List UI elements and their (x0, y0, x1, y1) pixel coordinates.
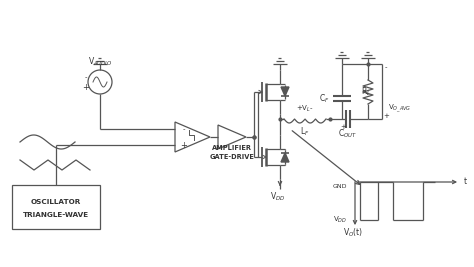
Text: -: - (85, 74, 87, 80)
Text: GND: GND (333, 183, 347, 189)
Text: +V$_L$-: +V$_L$- (296, 104, 314, 114)
Text: GATE-DRIVE: GATE-DRIVE (210, 154, 255, 160)
Polygon shape (281, 153, 289, 162)
Text: +: + (181, 140, 187, 150)
Bar (12, 185, 100, 229)
Text: AMPLIFIER: AMPLIFIER (212, 145, 252, 151)
Text: V$_O$(t): V$_O$(t) (343, 227, 363, 239)
Text: +: + (82, 83, 90, 92)
Text: R$_L$: R$_L$ (361, 86, 371, 98)
Text: -: - (385, 64, 387, 70)
Text: OSCILLATOR: OSCILLATOR (31, 199, 81, 205)
Text: L$_F$: L$_F$ (300, 126, 310, 138)
Text: V$_{AUDIO}$: V$_{AUDIO}$ (88, 56, 112, 68)
Text: TRIANGLE-WAVE: TRIANGLE-WAVE (23, 212, 89, 218)
Text: V$_{DD}$: V$_{DD}$ (333, 215, 347, 225)
Text: +: + (340, 124, 346, 130)
Text: C$_{OUT}$: C$_{OUT}$ (338, 128, 357, 140)
Text: t: t (464, 178, 467, 187)
Polygon shape (281, 87, 289, 96)
Text: +: + (383, 113, 389, 119)
Text: V$_{O\_AVG}$: V$_{O\_AVG}$ (388, 103, 412, 115)
Text: C$_F$: C$_F$ (319, 93, 329, 105)
Text: -: - (183, 126, 185, 132)
Text: V$_{DD}$: V$_{DD}$ (270, 191, 286, 203)
